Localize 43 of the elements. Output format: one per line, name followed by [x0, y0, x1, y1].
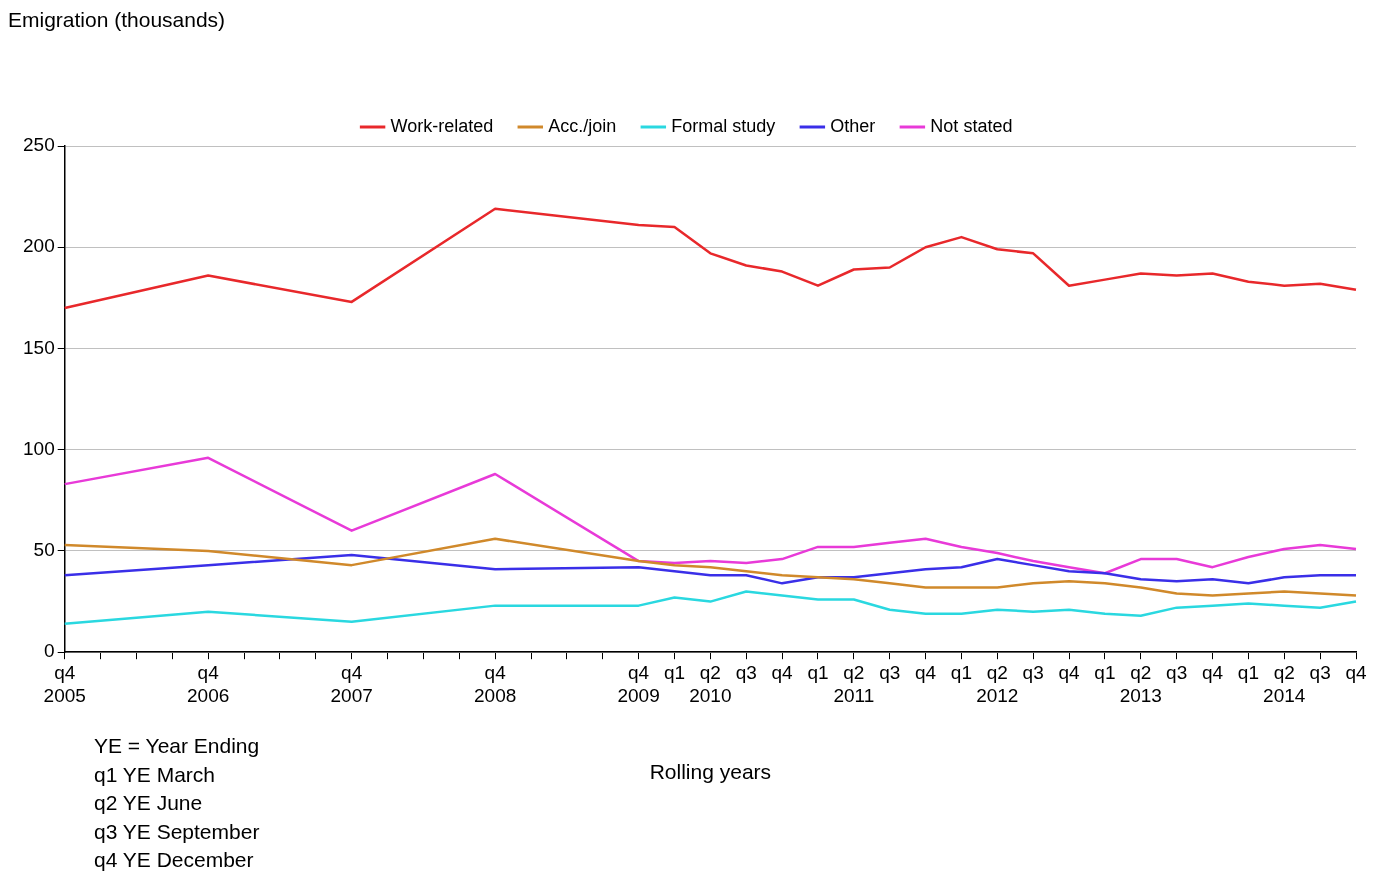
x-tick-label: q4 2008	[473, 661, 517, 706]
x-tick-label: q4	[915, 661, 937, 683]
y-tick-label: 150	[23, 336, 55, 358]
x-tick-label: q2 2011	[833, 661, 875, 706]
text: q2 YE June	[94, 790, 204, 816]
x-tick-label: q1	[807, 661, 829, 683]
x-tick-label: q3	[879, 661, 901, 683]
chart-title: Emigration (thousands)	[8, 8, 226, 32]
x-tick-label: q2 2010	[689, 661, 732, 706]
legend-label: Acc./join	[548, 115, 617, 136]
legend-label: Not stated	[930, 115, 1013, 136]
x-tick-label: q4	[1058, 661, 1081, 683]
x-tick-label: q4 2007	[330, 661, 373, 706]
y-tick-label: 50	[33, 539, 55, 561]
x-axis-title: Rolling years	[649, 760, 772, 784]
x-tick-label: q4 2005	[43, 661, 86, 706]
legend-label: Formal study	[671, 115, 776, 136]
x-tick-label: q1	[1094, 661, 1116, 683]
text: q1 YE March	[94, 761, 216, 788]
x-tick-label: q4	[771, 661, 794, 683]
y-tick-label: 250	[23, 134, 55, 156]
y-tick-label: 100	[23, 437, 55, 459]
x-tick-label: q1	[950, 661, 973, 683]
x-tick-label: q4 2006	[187, 661, 230, 706]
x-tick-label: q3	[1022, 661, 1044, 683]
legend-label: Work-related	[390, 115, 494, 136]
x-tick-label: q4	[1201, 661, 1224, 683]
y-tick-label: 200	[23, 235, 55, 257]
x-tick-label: q1	[1237, 661, 1259, 683]
x-tick-label: q3	[1166, 661, 1188, 683]
text: YE = Year Ending	[94, 733, 260, 759]
x-tick-label: q1	[663, 661, 686, 683]
x-tick-label: q2 2014	[1263, 661, 1306, 706]
x-tick-label: q2 2012	[976, 661, 1019, 706]
x-tick-label: q3	[735, 661, 757, 683]
y-tick-label: 0	[44, 640, 55, 662]
x-tick-label: q3	[1309, 661, 1331, 683]
x-tick-label: q4	[1345, 661, 1367, 683]
x-tick-label: q4 2009	[617, 661, 660, 706]
x-tick-label: q2 2013	[1119, 661, 1162, 706]
text: q3 YE September	[94, 818, 260, 845]
text: q4 YE December	[94, 847, 255, 873]
legend-label: Other	[830, 115, 876, 136]
